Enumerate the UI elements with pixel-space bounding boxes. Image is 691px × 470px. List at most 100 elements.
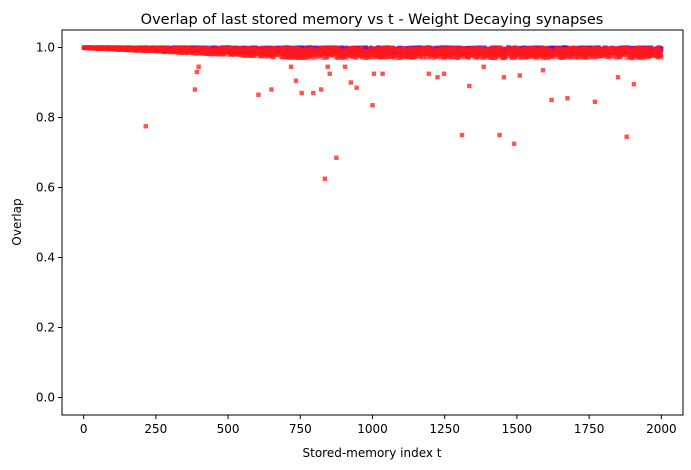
data-point-series-b [599, 46, 605, 51]
data-point-series-b [463, 46, 468, 51]
data-point-series-b [565, 55, 570, 60]
data-point-outlier [517, 73, 523, 78]
data-point-series-b [208, 47, 213, 52]
data-point-series-b [388, 51, 393, 57]
data-point-outlier [325, 64, 330, 69]
data-point-series-b [653, 47, 659, 53]
data-point-series-b [469, 45, 474, 51]
data-point-series-b [367, 55, 373, 60]
data-point-series-b [624, 55, 629, 61]
data-point-series-b [311, 47, 316, 52]
y-tick-label: 0.6 [36, 181, 55, 195]
data-point-series-b [424, 55, 429, 60]
data-point-series-b [500, 45, 505, 51]
data-point-outlier [288, 64, 294, 69]
data-point-outlier [322, 176, 328, 181]
data-point-series-b [493, 46, 498, 51]
data-point-series-b [580, 49, 585, 55]
data-point-series-b [392, 55, 397, 61]
data-point-outlier [497, 132, 502, 138]
data-point-outlier [426, 71, 432, 76]
chart-title: Overlap of last stored memory vs t - Wei… [141, 12, 604, 28]
data-point-series-b [453, 46, 459, 51]
data-point-outlier [342, 64, 348, 69]
data-point-outlier [318, 87, 324, 92]
data-point-series-b [485, 55, 490, 60]
data-point-series-b [584, 55, 590, 60]
data-point-series-b [508, 46, 513, 51]
data-point-outlier [327, 71, 332, 76]
data-point-outlier [624, 134, 629, 139]
data-point-series-b [289, 46, 294, 52]
x-tick-label: 1250 [429, 422, 460, 436]
data-point-series-b [310, 55, 315, 60]
data-point-series-b [576, 55, 581, 60]
data-point-outlier [269, 87, 274, 92]
data-point-series-b [658, 48, 663, 54]
data-point-outlier [311, 90, 316, 96]
data-point-series-b [320, 55, 325, 60]
data-point-series-b [545, 45, 551, 51]
points-layer [81, 45, 664, 181]
y-axis: 0.0 0.2 0.4 0.6 0.8 1.0 [36, 41, 62, 405]
data-point-series-b [361, 45, 366, 50]
data-point-series-b [436, 45, 441, 51]
data-point-series-b [229, 46, 234, 51]
data-point-outlier [592, 99, 598, 104]
x-tick-label: 750 [289, 422, 312, 436]
data-point-series-b [640, 47, 646, 52]
data-point-series-b [281, 51, 287, 56]
y-tick-label: 0.8 [36, 111, 55, 125]
data-point-series-b [324, 55, 330, 60]
data-point-series-b [533, 45, 539, 50]
data-point-outlier [192, 87, 198, 92]
y-axis-title: Overlap [10, 198, 24, 245]
data-point-series-b [537, 50, 542, 55]
data-point-series-b [523, 51, 528, 56]
data-point-outlier [435, 75, 440, 80]
data-point-series-b [360, 55, 365, 60]
data-point-outlier [194, 69, 200, 75]
data-point-series-b [617, 47, 622, 53]
data-point-series-b [607, 53, 613, 59]
data-point-outlier [481, 64, 486, 69]
x-tick-label: 1000 [357, 422, 388, 436]
data-point-series-b [337, 46, 343, 51]
data-point-outlier [371, 71, 377, 76]
data-point-series-b [378, 50, 383, 55]
data-point-series-b [429, 55, 434, 60]
x-tick-label: 2000 [646, 422, 677, 436]
data-point-series-b [649, 46, 654, 51]
data-point-series-b [400, 53, 405, 58]
y-tick-label: 1.0 [36, 41, 55, 55]
data-point-series-b [438, 55, 443, 60]
data-point-series-b [659, 55, 664, 60]
y-tick-label: 0.2 [36, 321, 55, 335]
data-point-series-b [232, 45, 237, 50]
data-point-series-b [359, 48, 364, 53]
data-point-outlier [467, 83, 472, 89]
data-point-outlier [501, 75, 507, 80]
data-point-series-b [293, 49, 298, 55]
data-point-series-b [382, 50, 387, 55]
data-point-outlier [615, 75, 621, 80]
data-point-series-b [458, 45, 463, 51]
data-point-series-b [655, 55, 661, 60]
x-tick-label: 500 [217, 422, 240, 436]
data-point-outlier [565, 96, 570, 101]
data-point-outlier [334, 155, 339, 160]
data-point-outlier [380, 71, 385, 76]
data-point-series-b [421, 55, 426, 60]
data-point-series-b [259, 45, 264, 50]
data-point-outlier [459, 132, 465, 138]
data-point-outlier [631, 82, 637, 87]
data-point-series-b [644, 49, 650, 54]
x-tick-label: 250 [144, 422, 167, 436]
x-axis: 0 250 500 750 1000 1250 1500 1750 2000 [80, 415, 677, 436]
data-point-series-b [451, 54, 457, 59]
data-point-series-b [442, 55, 448, 61]
data-point-series-b [510, 55, 515, 60]
data-point-series-b [611, 54, 616, 60]
x-axis-title: Stored-memory index t [303, 446, 442, 460]
